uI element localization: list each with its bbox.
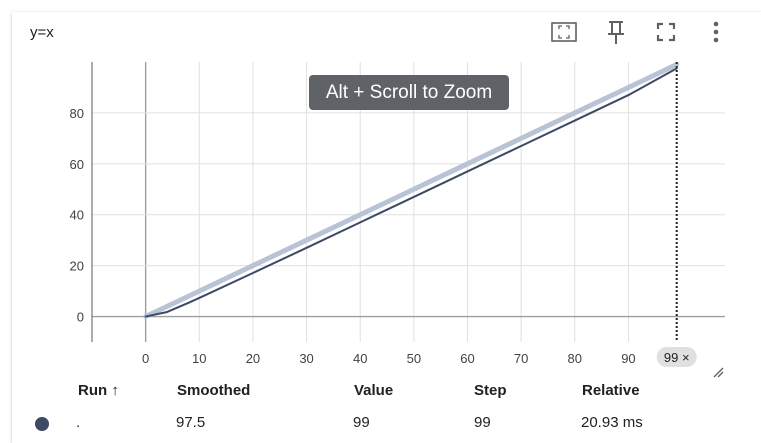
y-tick-label: 60: [70, 157, 84, 172]
x-tick-label: 80: [568, 351, 582, 366]
resize-handle-icon[interactable]: [712, 366, 724, 378]
x-tick-label: 90: [621, 351, 635, 366]
y-tick-label: 40: [70, 208, 84, 223]
header-value: Value: [354, 382, 394, 399]
cell-value: 99: [353, 414, 370, 431]
more-vert-icon[interactable]: [702, 18, 730, 46]
series-line-smoothed: [144, 67, 678, 318]
card-title: y=x: [30, 24, 54, 41]
fit-domain-icon[interactable]: [550, 18, 578, 46]
scalar-card: y=x 0 10 20 30 40 50 60 70 80 90 0 20 40 60 80 99 × Alt…: [12, 12, 761, 443]
fullscreen-icon[interactable]: [652, 18, 680, 46]
x-tick-label: 70: [514, 351, 528, 366]
x-tick-label: 0: [142, 351, 149, 366]
cell-relative: 20.93 ms: [581, 414, 643, 431]
x-tick-label: 10: [192, 351, 206, 366]
step-cursor-chip-bg: [656, 347, 697, 367]
x-tick-label: 40: [353, 351, 367, 366]
y-tick-label: 20: [70, 259, 84, 274]
cell-smoothed: 97.5: [176, 414, 206, 431]
header-run[interactable]: Run ↑: [78, 382, 119, 399]
x-tick-label: 20: [246, 351, 260, 366]
y-tick-label: 0: [77, 310, 84, 325]
series-line-raw: [143, 62, 680, 320]
y-tick-label: 80: [70, 106, 84, 121]
cell-step: 99: [474, 414, 491, 431]
x-tick-label: 60: [460, 351, 474, 366]
header-relative: Relative: [582, 382, 640, 399]
cell-run: .: [76, 414, 81, 431]
zoom-hint-tooltip: Alt + Scroll to Zoom: [309, 75, 509, 110]
pin-icon[interactable]: [602, 18, 630, 46]
header-step: Step: [474, 382, 507, 399]
line-chart[interactable]: 0 10 20 30 40 50 60 70 80 90 0 20 40 60 80 99 ×: [12, 12, 761, 382]
x-tick-label: 50: [407, 351, 421, 366]
x-tick-label: 30: [299, 351, 313, 366]
step-cursor-chip: 99 ×: [656, 347, 697, 367]
step-cursor-label: 99 ×: [664, 350, 690, 365]
header-smoothed: Smoothed: [177, 382, 251, 399]
run-color-dot: [35, 417, 49, 431]
